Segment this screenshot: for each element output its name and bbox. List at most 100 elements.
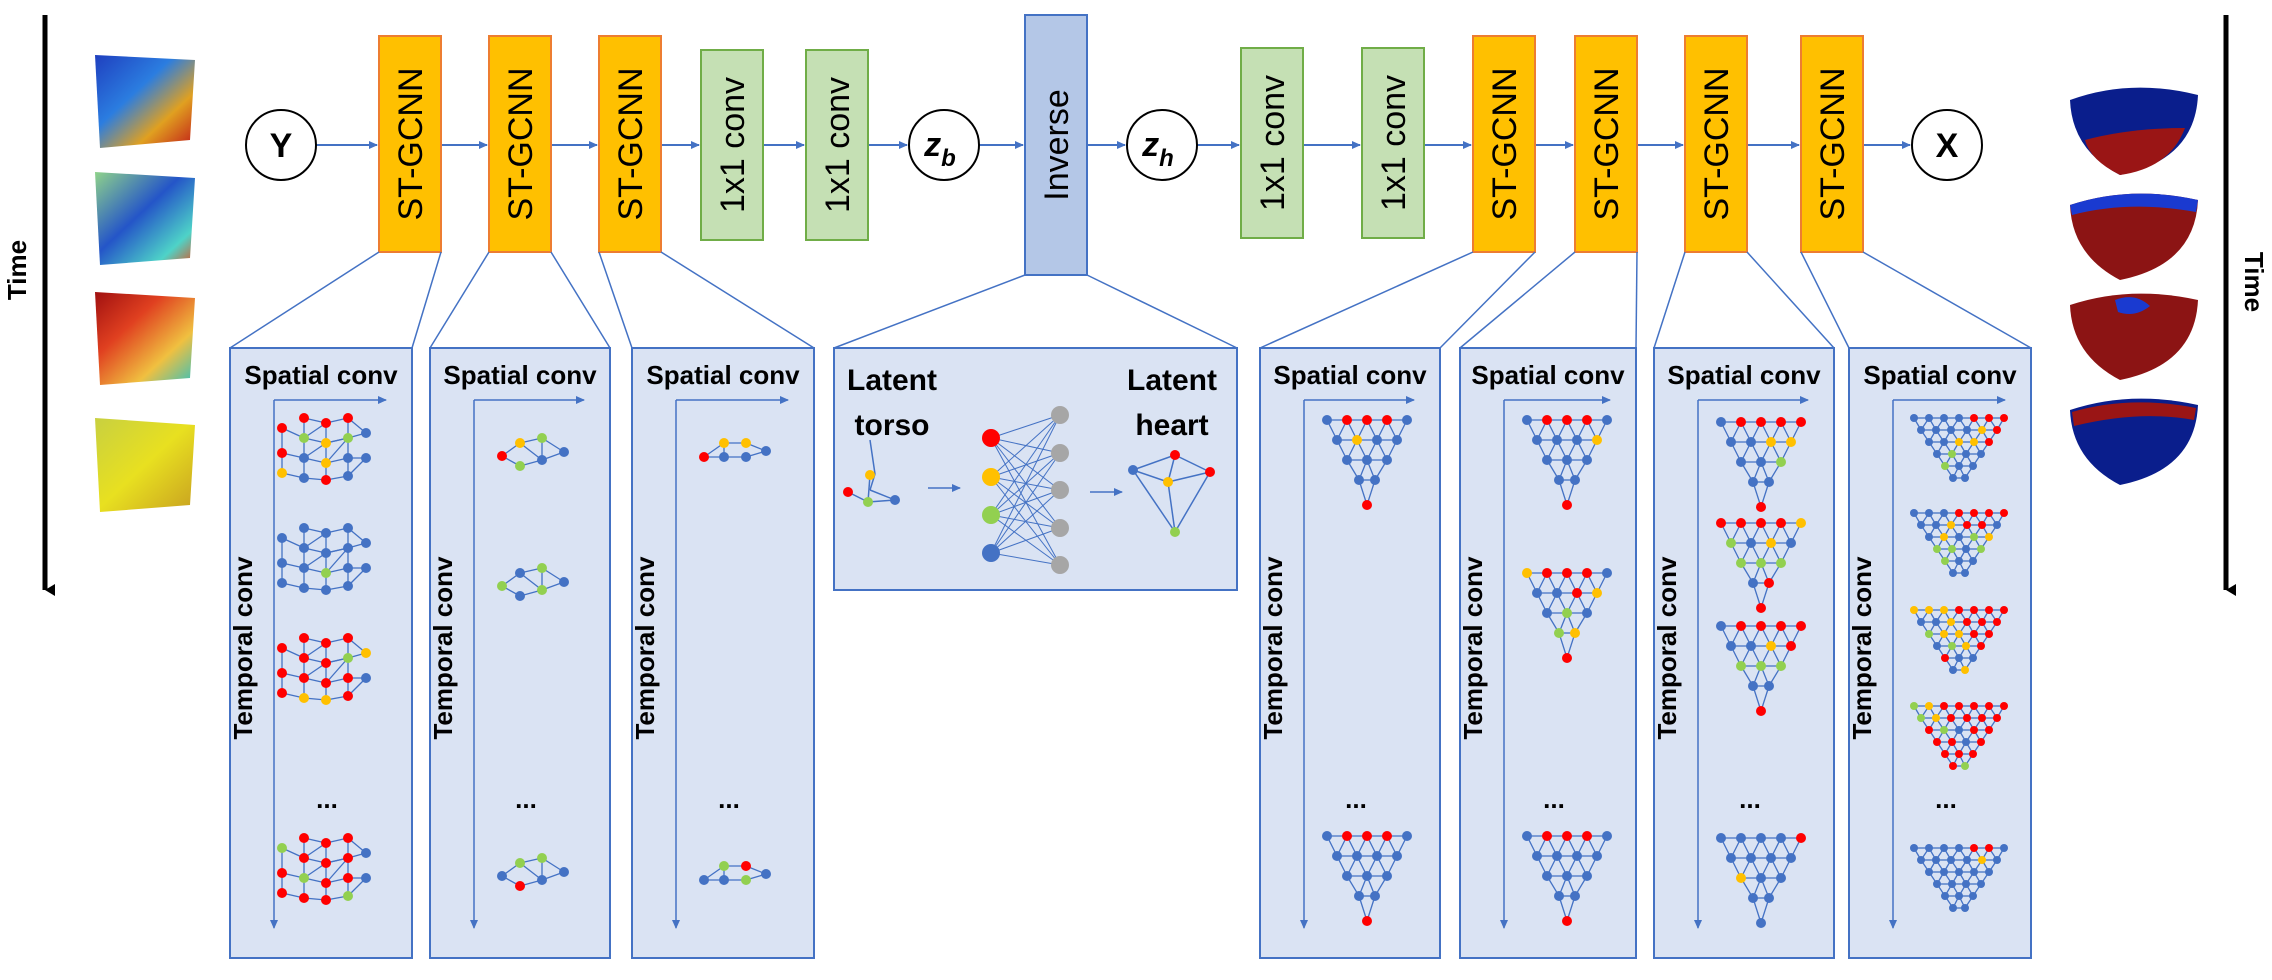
graph-node [1940, 509, 1948, 517]
graph-node [559, 447, 569, 457]
graph-node [1962, 450, 1970, 458]
block-box [1361, 47, 1425, 239]
graph-node [1746, 437, 1756, 447]
graph-node [1933, 738, 1941, 746]
graph-node [1910, 509, 1918, 517]
fc-output-node [1051, 556, 1069, 574]
graph-snapshot [497, 433, 569, 471]
fc-output-node [1051, 406, 1069, 424]
fc-edge [990, 527, 1061, 554]
graph-node [1977, 642, 1985, 650]
graph-node [1522, 831, 1532, 841]
svg-text:zb: zb [923, 126, 956, 172]
graph-node [1940, 702, 1948, 710]
graph-node [497, 871, 507, 881]
graph-node [321, 475, 331, 485]
graph-node [299, 523, 309, 533]
zh-main: z [1141, 126, 1159, 164]
graph-node [299, 543, 309, 553]
spatial-conv-label: Spatial conv [443, 360, 597, 390]
graph-node [277, 688, 287, 698]
graph-node [515, 568, 525, 578]
graph-node [1756, 918, 1766, 928]
graph-node [277, 578, 287, 588]
graph-node [843, 487, 853, 497]
graph-node [1582, 568, 1592, 578]
graph-node [1748, 477, 1758, 487]
graph-node [863, 497, 873, 507]
block-box [1024, 14, 1088, 276]
graph-node [299, 413, 309, 423]
graph-node [1570, 891, 1580, 901]
graph-edge [325, 547, 349, 574]
graph-node [1342, 831, 1352, 841]
graph-node [299, 693, 309, 703]
graph-node [343, 471, 353, 481]
graph-node [1542, 415, 1552, 425]
graph-node [1352, 851, 1362, 861]
block-box [700, 49, 764, 241]
graph-node [1940, 630, 1948, 638]
graph-node [1925, 702, 1933, 710]
graph-node [1716, 833, 1726, 843]
graph-node [1562, 608, 1572, 618]
block-conv-8: 1x1 conv [1361, 47, 1425, 239]
graph-node [343, 453, 353, 463]
block-box [1684, 35, 1748, 253]
graph-node [1955, 654, 1963, 662]
graph-snapshot [1716, 833, 1806, 928]
graph-edge [869, 439, 876, 475]
graph-node [1985, 844, 1993, 852]
stgcnn-panel-2: Spatial conv Temporal conv... [428, 347, 611, 959]
graph-node [299, 653, 309, 663]
zoom-line [550, 251, 611, 349]
graph-node [1933, 450, 1941, 458]
graph-node [1969, 654, 1977, 662]
graph-node [1776, 661, 1786, 671]
graph-node [1949, 666, 1957, 674]
graph-node [1978, 714, 1986, 722]
panel-box [631, 347, 815, 959]
torso-frame-2 [95, 172, 195, 265]
graph-node [1163, 477, 1173, 487]
heart-frame-3 [2070, 293, 2198, 380]
graph-node [1955, 844, 1963, 852]
graph-edge [325, 437, 349, 464]
graph-node [1941, 462, 1949, 470]
graph-snapshot [1910, 414, 2008, 482]
graph-node [559, 577, 569, 587]
graph-node [1941, 557, 1949, 565]
graph-node [1522, 568, 1532, 578]
temporal-conv-label: Temporal conv [1258, 556, 1288, 740]
fc-edge [990, 414, 1061, 439]
heart-frames [2070, 87, 2198, 485]
input-node-y: Y [245, 109, 317, 181]
graph-node [1562, 568, 1572, 578]
graph-node [1756, 621, 1766, 631]
graph-node [1941, 750, 1949, 758]
graph-snapshot [1716, 417, 1806, 512]
graph-node [1910, 606, 1918, 614]
graph-node [1955, 726, 1963, 734]
fc-edge [990, 437, 1061, 491]
graph-node [1940, 726, 1948, 734]
graph-node [1562, 871, 1572, 881]
block-box [378, 35, 442, 253]
graph-node [1552, 588, 1562, 598]
block-label: 1x1 conv [1254, 75, 1292, 211]
graph-node [699, 452, 709, 462]
graph-node [1985, 726, 1993, 734]
svg-text:zh: zh [1141, 126, 1174, 172]
graph-node [1736, 621, 1746, 631]
ellipsis: ... [1543, 784, 1565, 814]
graph-node [1948, 642, 1956, 650]
graph-node [1322, 831, 1332, 841]
block-label: ST-GCNN [1486, 68, 1524, 221]
block-label: ST-GCNN [1698, 68, 1736, 221]
graph-node [1776, 457, 1786, 467]
graph-node [1532, 435, 1542, 445]
graph-snapshot [497, 853, 569, 891]
graph-node [1796, 833, 1806, 843]
graph-node [321, 895, 331, 905]
block-inverse-6: Inverse [1024, 14, 1088, 276]
